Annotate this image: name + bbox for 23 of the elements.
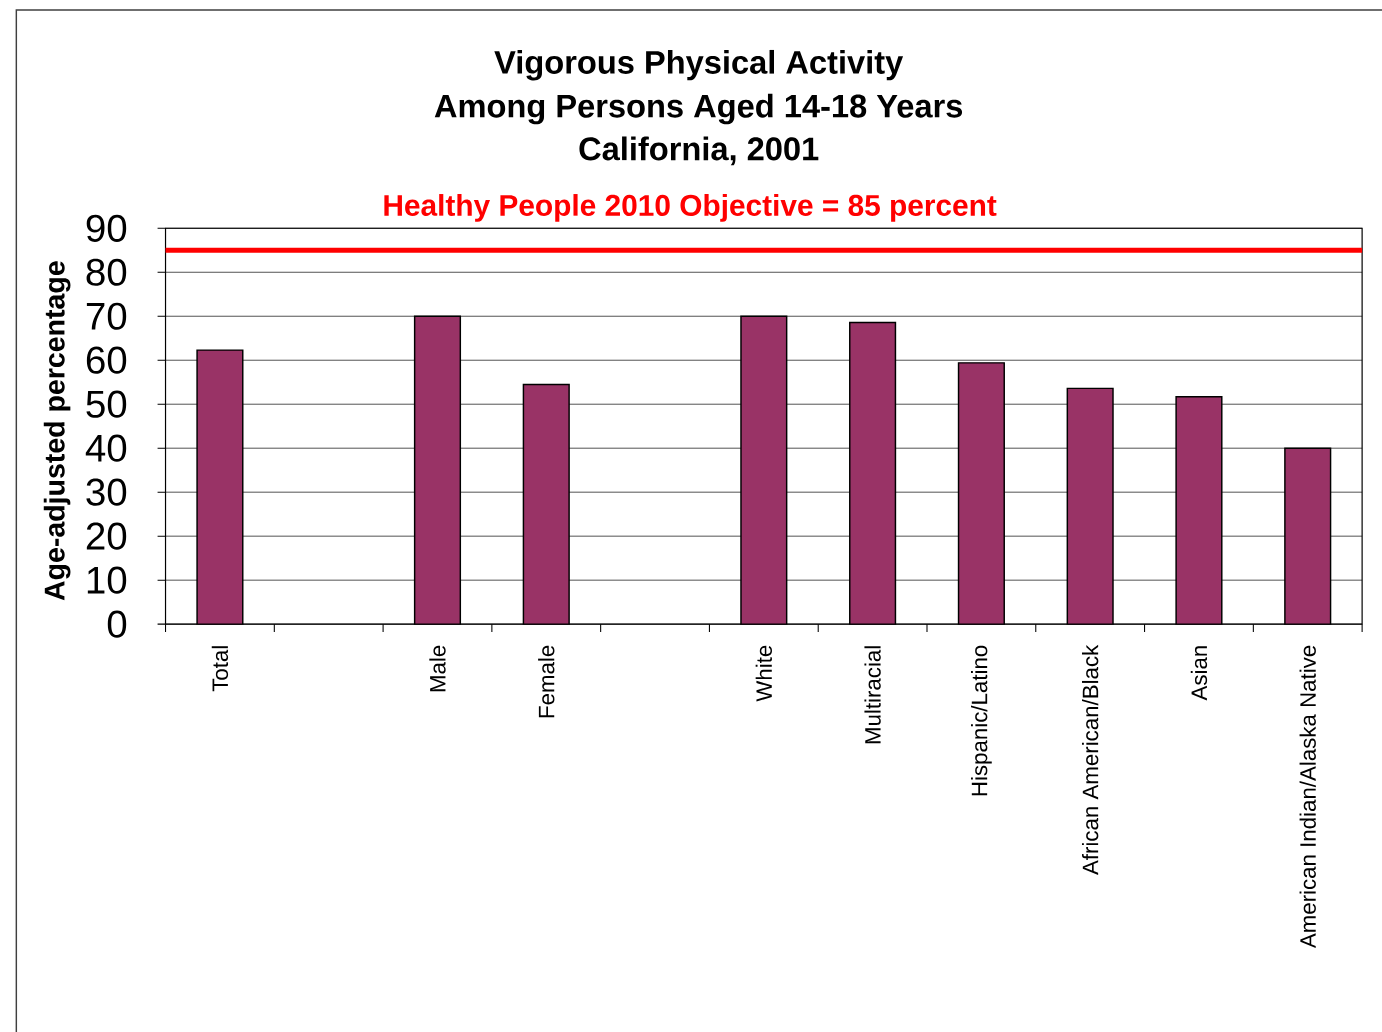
x-tick-label: Hispanic/Latino <box>971 645 992 796</box>
y-tick-label: 80 <box>86 258 127 286</box>
y-tick-label: 30 <box>86 478 127 506</box>
x-tick-label: Male <box>429 645 446 691</box>
x-tick-label: American Indian/Alaska Native <box>1299 645 1316 948</box>
y-tick-label: 70 <box>86 302 127 330</box>
y-tick-label: 20 <box>86 522 127 550</box>
chart-title: Vigorous Physical Activity <box>494 49 904 81</box>
y-tick-label: 60 <box>86 346 127 374</box>
y-axis-title: Age-adjusted percentage <box>43 261 71 601</box>
ref-line-label: Healthy People 2010 Objective = 85 percent <box>384 193 997 222</box>
x-tick-label: African American/Black <box>1081 644 1099 875</box>
x-tick-label: Total <box>211 646 229 692</box>
y-tick-label: 40 <box>85 434 127 462</box>
y-tick-label: 0 <box>107 610 127 638</box>
chart-subtitle: Among Persons Aged 14-18 Years California, 2001 <box>434 93 963 165</box>
x-tick-label: White <box>755 645 772 702</box>
y-tick-label: 10 <box>87 566 127 594</box>
x-tick-label: Multiracial <box>864 646 881 743</box>
x-tick-label: Asian <box>1190 645 1208 701</box>
y-tick-label: 50 <box>86 390 127 418</box>
x-tick-label: Female <box>538 645 555 717</box>
y-tick-label: 90 <box>86 214 127 242</box>
